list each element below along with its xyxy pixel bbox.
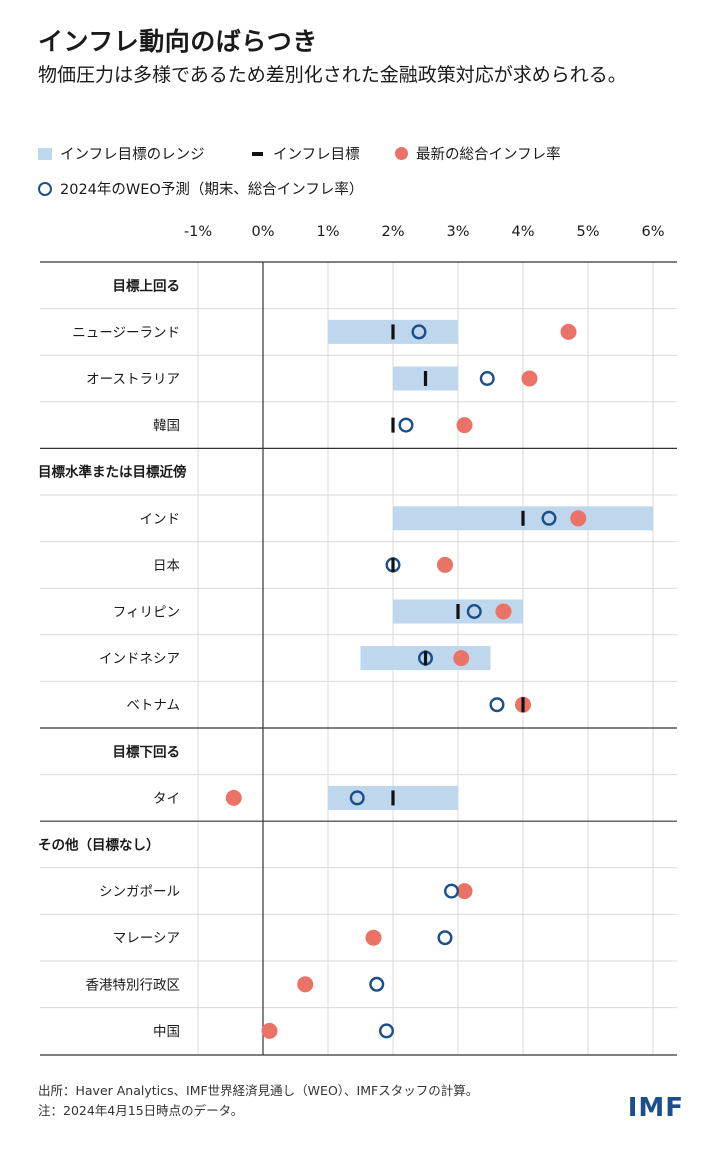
data-note: 注：2024年4月15日時点のデータ。 — [38, 1103, 244, 1118]
legend-weo: 2024年のWEO予測（期末、総合インフレ率） — [38, 178, 363, 199]
group-label: 目標上回る — [113, 277, 181, 294]
x-tick-label: -1% — [184, 224, 212, 240]
weo-forecast-marker — [479, 371, 495, 387]
row-label: シンガポール — [99, 884, 180, 900]
actual-inflation-dot — [456, 883, 473, 900]
weo-forecast-marker — [379, 1023, 395, 1039]
legend-range-swatch — [38, 147, 52, 160]
x-tick-label: 1% — [316, 224, 339, 240]
weo-forecast-marker — [466, 604, 482, 620]
x-tick-label: 5% — [576, 224, 599, 240]
x-tick-label: 6% — [641, 224, 664, 240]
weo-forecast-marker — [349, 790, 365, 806]
source-note: 出所：Haver Analytics、IMF世界経済見通し（WEO）、IMFスタ… — [38, 1083, 479, 1098]
row-label: 香港特別行政区 — [86, 977, 181, 993]
inflation-target-marker — [391, 557, 395, 573]
actual-inflation-dot — [225, 789, 242, 806]
actual-inflation-dot — [261, 1022, 278, 1039]
actual-inflation-dot — [365, 929, 382, 946]
group-label: その他（目標なし） — [38, 837, 160, 854]
legend-weo-swatch — [38, 181, 52, 196]
row-label: 中国 — [153, 1024, 180, 1040]
row-label: インドネシア — [99, 651, 180, 667]
weo-forecast-marker — [398, 417, 414, 433]
actual-inflation-dot — [456, 417, 473, 434]
row-label: タイ — [153, 791, 180, 807]
chart-subtitle: 物価圧力は多様であるため差別化された金融政策対応が求められる。 — [38, 64, 627, 86]
imf-logo: IMF — [627, 1093, 684, 1123]
actual-inflation-dot — [297, 976, 314, 993]
row-label: 韓国 — [153, 418, 180, 434]
actual-inflation-dot — [453, 650, 470, 667]
actual-inflation-dot — [570, 510, 587, 527]
row-label: 日本 — [153, 558, 180, 574]
inflation-target-marker — [391, 324, 395, 340]
weo-forecast-marker — [437, 930, 453, 946]
legend-actual-swatch — [395, 147, 408, 160]
x-tick-label: 4% — [511, 224, 534, 240]
group-label: 目標下回る — [113, 743, 181, 760]
inflation-target-marker — [521, 510, 525, 526]
actual-inflation-dot — [521, 370, 538, 387]
inflation-target-marker — [423, 650, 428, 666]
legend-range-label: インフレ目標のレンジ — [60, 147, 205, 163]
x-tick-label: 3% — [446, 224, 469, 240]
inflation-target-marker — [391, 417, 395, 433]
legend-target-label: インフレ目標 — [273, 147, 360, 163]
inflation-target-marker — [391, 790, 395, 806]
row-label: オーストラリア — [86, 372, 180, 388]
actual-inflation-dot — [495, 603, 512, 620]
row-label: ニュージーランド — [72, 325, 180, 341]
weo-forecast-marker — [411, 324, 427, 340]
legend-weo-label: 2024年のWEO予測（期末、総合インフレ率） — [60, 182, 364, 198]
legend-range: インフレ目標のレンジ — [38, 143, 205, 164]
legend-target: インフレ目標 — [250, 143, 360, 164]
inflation-target-marker — [456, 604, 460, 619]
inflation-target-marker — [521, 697, 525, 713]
weo-forecast-marker — [541, 510, 557, 526]
actual-inflation-dot — [437, 556, 453, 573]
row-label: マレーシア — [113, 931, 180, 947]
actual-inflation-dot — [560, 323, 577, 340]
legend-actual: 最新の総合インフレ率 — [395, 143, 561, 164]
inflation-target-marker — [423, 371, 428, 386]
row-label: ベトナム — [126, 698, 180, 714]
x-tick-label: 0% — [251, 224, 274, 240]
legend-target-swatch — [252, 151, 263, 156]
weo-forecast-marker — [369, 976, 385, 992]
weo-forecast-marker — [444, 883, 460, 899]
group-label: 目標水準または目標近傍 — [38, 464, 187, 481]
row-label: フィリピン — [113, 605, 180, 621]
legend-actual-label: 最新の総合インフレ率 — [416, 147, 561, 163]
row-label: インド — [140, 511, 181, 527]
weo-forecast-marker — [489, 697, 505, 713]
chart-title: インフレ動向のばらつき — [38, 27, 318, 56]
x-tick-label: 2% — [381, 224, 404, 240]
